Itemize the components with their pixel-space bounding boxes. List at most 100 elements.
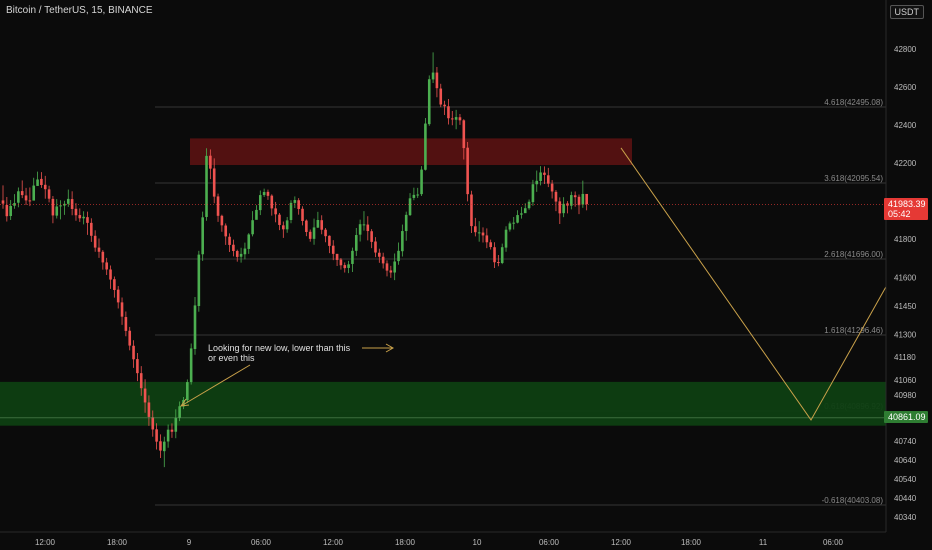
arrow-down-head — [179, 398, 190, 407]
candle-body — [74, 208, 78, 216]
candle-body — [516, 215, 519, 223]
candle-body — [132, 345, 135, 360]
candle-body — [251, 220, 254, 235]
candle-body — [531, 184, 535, 203]
candle-body — [324, 229, 327, 237]
candle-body — [289, 202, 293, 221]
candle-body — [232, 244, 235, 252]
candle-body — [550, 183, 554, 192]
candle-body — [178, 406, 181, 418]
current-price-tag: 41983.39 05:42 — [884, 198, 928, 220]
fib-label-3: 1.618(41296.46) — [824, 326, 883, 335]
candle-body — [201, 217, 204, 255]
candle-body — [186, 382, 189, 401]
candle-body — [51, 198, 55, 216]
y-tick-label-5: 41800 — [894, 235, 917, 244]
candle-body — [481, 232, 485, 236]
candle-body — [113, 279, 116, 291]
candle-body — [427, 79, 431, 125]
candle-body — [55, 206, 59, 216]
y-tick-label-14: 40640 — [894, 456, 917, 465]
candle-body — [504, 229, 508, 248]
y-tick-label-13: 40740 — [894, 437, 917, 446]
candle-body — [362, 224, 366, 226]
candle-body — [262, 192, 266, 196]
candle-body — [136, 359, 139, 374]
candle-body — [235, 251, 239, 257]
arrow-right-head — [385, 343, 395, 353]
y-tick-label-17: 40340 — [894, 513, 917, 522]
candle-body — [5, 204, 9, 217]
candle-body — [462, 120, 466, 149]
candle-body — [151, 417, 155, 430]
candle-body — [13, 203, 16, 206]
x-tick-label-1: 18:00 — [107, 538, 128, 547]
y-tick-label-8: 41300 — [894, 330, 917, 339]
candle-body — [450, 118, 454, 120]
candle-body — [581, 193, 585, 205]
zones — [0, 138, 886, 426]
candle-body — [573, 195, 577, 198]
candle-body — [78, 215, 82, 219]
candle-body — [40, 178, 43, 186]
candle-body — [466, 147, 469, 195]
candle-body — [155, 429, 158, 442]
candle-body — [539, 172, 542, 182]
candle-body — [24, 195, 28, 201]
candle-body — [143, 388, 147, 403]
candle-body — [378, 252, 381, 257]
candle-body — [420, 169, 423, 195]
candle-body — [212, 168, 216, 197]
candle-body — [301, 208, 304, 221]
y-tick-label-10: 41060 — [894, 376, 917, 385]
bar-countdown: 05:42 — [888, 209, 911, 219]
candle-body — [274, 208, 277, 215]
candle-body — [278, 214, 281, 225]
candle-body — [485, 235, 489, 243]
candle-body — [28, 200, 32, 202]
candle-body — [193, 305, 197, 349]
candle-body — [86, 217, 89, 223]
candle-body — [424, 123, 427, 170]
candle-body — [562, 203, 565, 214]
candle-body — [216, 196, 220, 216]
support-zone — [0, 381, 886, 426]
y-tick-label-3: 42200 — [894, 159, 917, 168]
candle-body — [128, 330, 132, 346]
candle-body — [331, 245, 335, 254]
candle-body — [209, 155, 212, 169]
x-tick-label-10: 11 — [759, 538, 768, 547]
candle-body — [454, 117, 458, 120]
candle-body — [124, 317, 128, 331]
candle-body — [358, 224, 362, 235]
candle-body — [458, 117, 462, 121]
candle-body — [535, 180, 539, 185]
y-tick-label-7: 41450 — [894, 302, 917, 311]
candle-body — [189, 348, 193, 383]
currency-selector[interactable]: USDT — [889, 5, 924, 19]
candle-body — [443, 104, 446, 107]
candle-body — [385, 263, 389, 271]
x-tick-label-0: 12:00 — [35, 538, 56, 547]
fib-label-2: 2.618(41696.00) — [824, 250, 883, 259]
candle-body — [316, 220, 320, 228]
candle-body — [351, 250, 354, 264]
candle-body — [508, 223, 512, 230]
fib-label-1: 3.618(42095.54) — [824, 174, 883, 183]
candle-body — [255, 209, 258, 220]
candle-body — [243, 248, 247, 255]
x-tick-label-2: 9 — [187, 538, 192, 547]
candle-body — [220, 215, 224, 226]
candle-body — [293, 200, 297, 203]
x-tick-label-11: 06:00 — [823, 538, 844, 547]
candle-body — [170, 429, 174, 432]
y-tick-label-2: 42400 — [894, 121, 917, 130]
current-price: 41983.39 — [888, 199, 926, 209]
chart-title: Bitcoin / TetherUS, 15, BINANCE — [6, 5, 153, 16]
candle-body — [297, 200, 300, 209]
candle-body — [116, 289, 120, 303]
candle-body — [401, 231, 404, 252]
candle-body — [470, 194, 473, 227]
candle-body — [166, 429, 170, 442]
